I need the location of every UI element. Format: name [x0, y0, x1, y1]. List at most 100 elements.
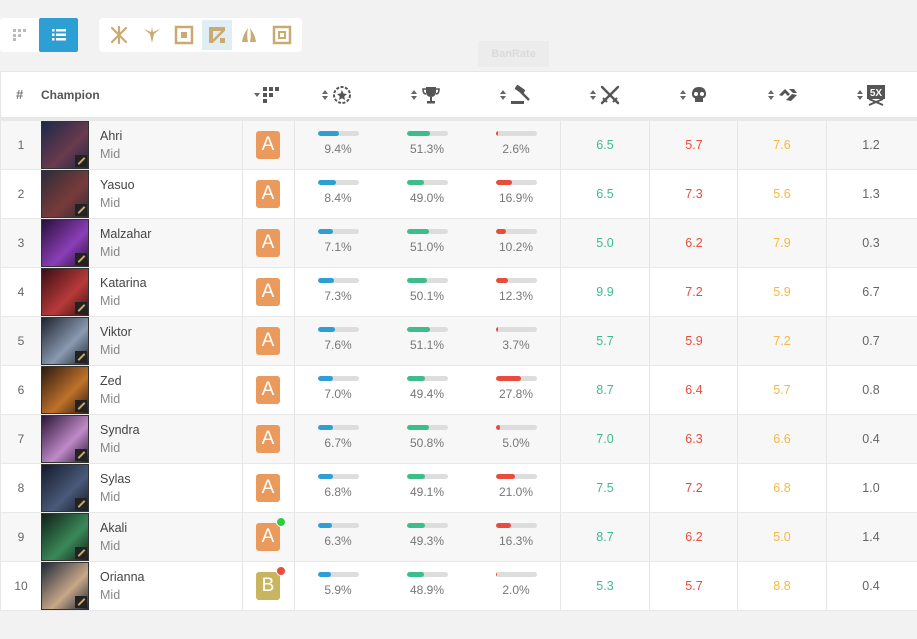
champion-avatar[interactable] [41, 415, 89, 463]
divider [294, 170, 295, 218]
role-mid-button[interactable] [169, 20, 199, 50]
deaths-value: 7.2 [685, 481, 703, 495]
divider [649, 219, 650, 267]
mid-lane-badge-icon [75, 400, 87, 412]
table-row[interactable]: 5 Viktor Mid A 7.6% 51.1% 3.7% [1, 317, 917, 366]
mid-lane-badge-icon [75, 449, 87, 461]
divider [649, 317, 650, 365]
champion-avatar[interactable] [41, 121, 89, 169]
table-row[interactable]: 4 Katarina Mid A 7.3% 50.1% 12.3% [1, 268, 917, 317]
champion-name[interactable]: Sylas [100, 472, 131, 486]
divider [737, 415, 738, 463]
champion-avatar[interactable] [41, 513, 89, 561]
pick-rate-cell: 6.3% [307, 513, 369, 561]
multikill-header[interactable]: 5X [857, 84, 886, 106]
tier-letter: A [261, 526, 275, 547]
list-view-button[interactable] [39, 18, 78, 52]
champion-role: Mid [100, 588, 121, 602]
champion-avatar[interactable] [41, 317, 89, 365]
assists-header[interactable] [768, 84, 799, 106]
champion-name[interactable]: Malzahar [100, 227, 152, 241]
table-row[interactable]: 7 Syndra Mid A 6.7% 50.8% 5.0% [1, 415, 917, 464]
tier-letter: A [261, 183, 275, 204]
table-row[interactable]: 6 Zed Mid A 7.0% 49.4% 27.8% [1, 366, 917, 415]
kills-value: 6.5 [596, 138, 614, 152]
ban-rate-header[interactable] [500, 84, 533, 106]
divider [826, 268, 827, 316]
tier-cell: A [242, 317, 294, 365]
role-bot-button[interactable] [201, 20, 232, 50]
champion-avatar[interactable] [41, 562, 89, 610]
champion-name[interactable]: Zed [100, 374, 122, 388]
champion-avatar[interactable] [41, 366, 89, 414]
champion-avatar-cell [41, 121, 89, 169]
pick-rate-bar [317, 424, 359, 430]
divider [649, 513, 650, 561]
pick-rate-value: 5.9% [324, 582, 352, 597]
win-rate-bar [406, 277, 448, 283]
champion-name[interactable]: Yasuo [100, 178, 135, 192]
divider [560, 170, 561, 218]
pick-rate-cell: 7.3% [307, 268, 369, 316]
column-tooltip: BanRate [478, 41, 549, 67]
tier-badge: A [256, 131, 280, 159]
champion-avatar-cell [41, 464, 89, 512]
pick-rate-header[interactable] [322, 84, 353, 106]
win-rate-header[interactable] [411, 84, 442, 106]
sort-desc-icon [254, 90, 260, 100]
ban-rate-cell: 12.3% [485, 268, 547, 316]
champion-avatar[interactable] [41, 464, 89, 512]
sort-icon [768, 89, 774, 100]
rank: 5 [17, 334, 25, 348]
champion-info: Katarina Mid [100, 268, 147, 316]
assists-value: 5.6 [773, 187, 791, 201]
deaths-value: 7.2 [685, 285, 703, 299]
champion-avatar[interactable] [41, 268, 89, 316]
table-row[interactable]: 1 Ahri Mid A 9.4% 51.3% 2.6% [1, 121, 917, 170]
champion-header[interactable]: Champion [41, 87, 100, 102]
champion-name[interactable]: Viktor [100, 325, 132, 339]
win-rate-bar [406, 571, 448, 577]
table-row[interactable]: 8 Sylas Mid A 6.8% 49.1% 21.0% [1, 464, 917, 513]
deaths-header[interactable] [680, 85, 709, 105]
divider [560, 464, 561, 512]
win-rate-cell: 48.9% [396, 562, 458, 610]
rank-header: # [16, 87, 24, 102]
divider [242, 317, 243, 365]
champion-name[interactable]: Orianna [100, 570, 145, 584]
champion-name[interactable]: Akali [100, 521, 128, 535]
mid-lane-badge-icon [75, 596, 87, 608]
ban-rate-bar [495, 179, 537, 185]
kills-header[interactable] [590, 84, 621, 106]
table-row[interactable]: 10 Orianna Mid B 5.9% 48.9% 2.0% [1, 562, 917, 611]
ban-rate-cell: 16.3% [485, 513, 547, 561]
role-top-button[interactable] [104, 20, 134, 50]
mid-lane-badge-icon [75, 547, 87, 559]
role-support-button[interactable] [234, 20, 264, 50]
table-row[interactable]: 2 Yasuo Mid A 8.4% 49.0% 16.9% [1, 170, 917, 219]
grid-view-button[interactable] [0, 18, 39, 52]
divider [242, 121, 243, 169]
table-row[interactable]: 3 Malzahar Mid A 7.1% 51.0% 10.2% [1, 219, 917, 268]
champion-role: Mid [100, 147, 121, 161]
champion-name[interactable]: Syndra [100, 423, 140, 437]
win-rate-cell: 49.0% [396, 170, 458, 218]
champion-info: Viktor Mid [100, 317, 132, 365]
divider [737, 317, 738, 365]
role-all-button[interactable] [267, 20, 297, 50]
rank: 10 [14, 579, 28, 593]
divider [242, 366, 243, 414]
champion-name[interactable]: Ahri [100, 129, 123, 143]
champion-info: Malzahar Mid [100, 219, 151, 267]
champion-role: Mid [100, 294, 121, 308]
champion-avatar[interactable] [41, 219, 89, 267]
champion-name[interactable]: Katarina [100, 276, 147, 290]
kills-value: 6.5 [596, 187, 614, 201]
divider [826, 415, 827, 463]
tier-header[interactable] [254, 86, 279, 103]
divider [294, 121, 295, 169]
champion-avatar[interactable] [41, 170, 89, 218]
role-jungle-button[interactable] [137, 20, 167, 50]
pick-rate-cell: 9.4% [307, 121, 369, 169]
table-row[interactable]: 9 Akali Mid A 6.3% 49.3% 16.3% [1, 513, 917, 562]
